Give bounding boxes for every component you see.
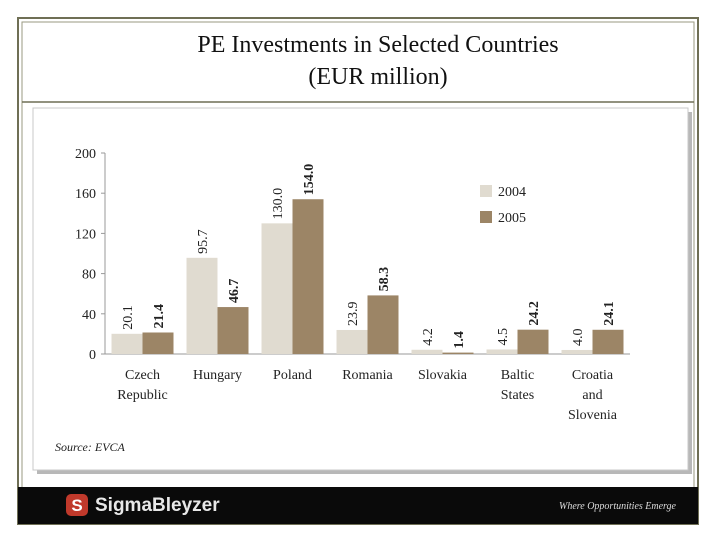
bar (111, 333, 143, 354)
value-label: 1.4 (452, 331, 467, 349)
y-tick-label: 200 (75, 147, 96, 162)
logo-icon (66, 494, 88, 516)
y-tick-label: 80 (82, 268, 96, 283)
x-tick-label: Slovakia (418, 368, 467, 383)
value-label: 4.2 (421, 328, 436, 346)
value-label: 46.7 (227, 279, 242, 304)
bar (486, 349, 518, 354)
x-tick-label: Romania (342, 368, 393, 383)
bar (561, 349, 593, 354)
bar (217, 307, 249, 354)
chart-panel (32, 107, 689, 471)
y-tick-label: 40 (82, 308, 96, 323)
bar (261, 223, 293, 354)
value-label: 95.7 (196, 229, 211, 254)
bar (367, 295, 399, 354)
value-label: 24.1 (602, 301, 617, 326)
brand-name: SigmaBleyzer (95, 495, 220, 516)
x-tick-label: Czech Republic (117, 368, 168, 403)
x-tick-label: Baltic States (500, 368, 535, 403)
value-label: 23.9 (346, 301, 361, 326)
footer-bar (18, 487, 698, 524)
bar (592, 329, 624, 354)
source-note: Source: EVCA (55, 440, 126, 454)
value-label: 24.2 (527, 301, 542, 326)
value-label: 4.0 (571, 328, 586, 346)
tagline: Where Opportunities Emerge (559, 501, 677, 512)
chart-subtitle: (EUR million) (308, 64, 447, 90)
bar (411, 349, 443, 354)
legend-label: 2005 (498, 211, 526, 226)
bar (142, 332, 174, 354)
bar (292, 199, 324, 354)
legend-swatch (480, 211, 492, 223)
value-label: 20.1 (121, 305, 136, 330)
legend-swatch (480, 185, 492, 197)
y-tick-label: 160 (75, 187, 96, 202)
bar (517, 329, 549, 354)
value-label: 21.4 (152, 304, 167, 329)
bar (442, 352, 474, 354)
y-tick-label: 0 (89, 348, 96, 363)
value-label: 154.0 (302, 164, 317, 196)
chart-title: PE Investments in Selected Countries (197, 32, 558, 58)
x-tick-label: Croatia and Slovenia (568, 368, 617, 423)
y-tick-label: 120 (75, 227, 96, 242)
logo-glyph: S (71, 496, 82, 515)
legend-label: 2004 (498, 185, 526, 200)
value-label: 58.3 (377, 267, 392, 292)
bar (186, 257, 218, 354)
x-tick-label: Poland (273, 368, 312, 383)
bar (336, 329, 368, 354)
x-tick-label: Hungary (193, 368, 242, 383)
value-label: 4.5 (496, 328, 511, 346)
value-label: 130.0 (271, 188, 286, 220)
